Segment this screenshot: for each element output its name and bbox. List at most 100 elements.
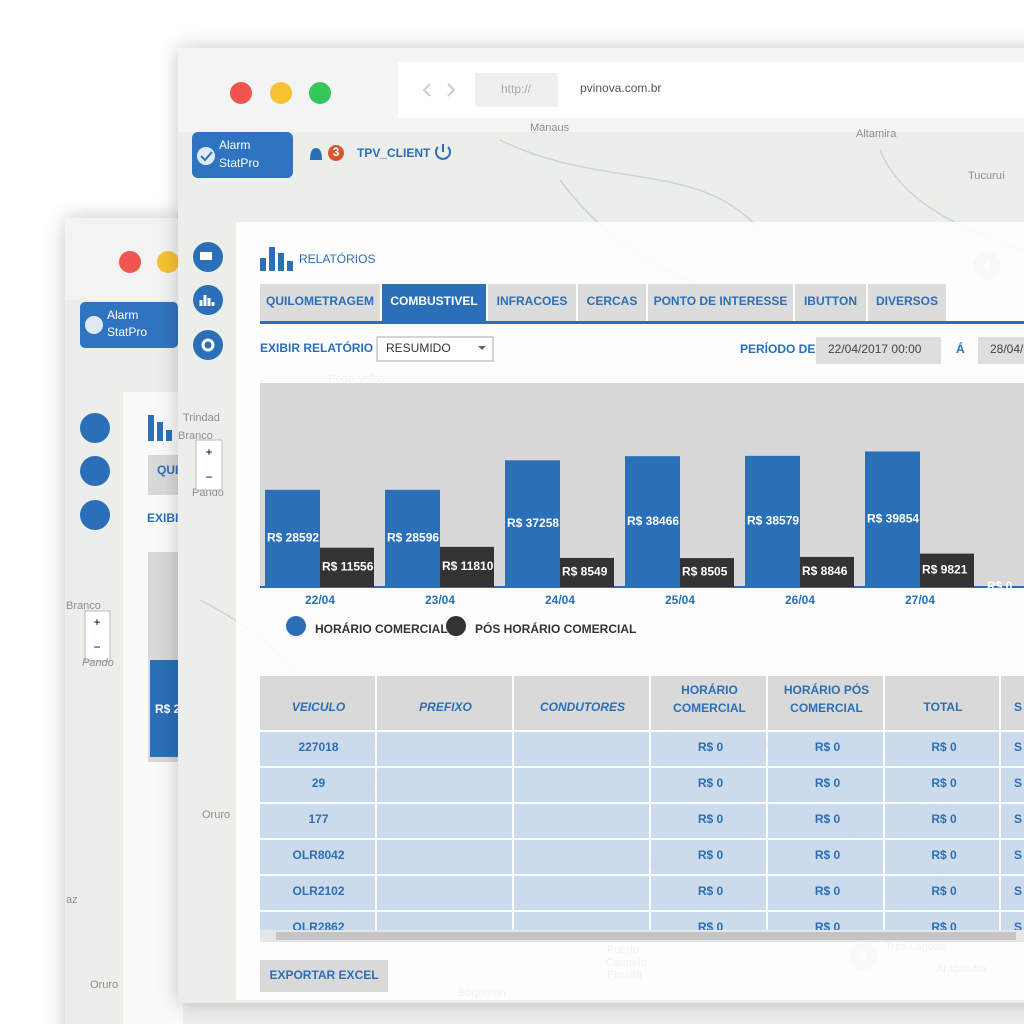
max-dot[interactable] — [309, 82, 331, 104]
header-cell — [1001, 676, 1024, 730]
table-cell — [1001, 768, 1024, 802]
table-cell — [260, 840, 375, 874]
value-label: R$ 0 — [987, 579, 1013, 593]
nav-icon[interactable] — [80, 456, 110, 486]
map-label: Oruro — [202, 809, 230, 821]
logo-text: StatPro — [219, 156, 259, 170]
table-cell — [885, 912, 999, 930]
zoom-in[interactable]: + — [205, 445, 212, 459]
user-name[interactable]: TPV_CLIENT — [357, 146, 431, 160]
cell-text: R$ 0 — [698, 776, 724, 790]
bell-icon[interactable] — [310, 148, 322, 160]
period-end-input[interactable] — [978, 337, 1024, 364]
tab[interactable] — [578, 284, 646, 321]
bar — [385, 489, 440, 587]
report-icon — [287, 261, 293, 271]
truck-icon — [200, 252, 212, 260]
zoom-out[interactable]: − — [93, 640, 100, 654]
bar — [680, 558, 734, 587]
chart-icon — [199, 295, 215, 306]
zoom-control[interactable] — [195, 439, 223, 491]
bar — [800, 556, 854, 587]
legend-swatch — [446, 616, 466, 636]
tab[interactable] — [382, 284, 486, 321]
table-cell — [768, 876, 883, 910]
legend-label: HORÁRIO COMERCIAL — [315, 621, 448, 636]
bar — [440, 546, 494, 587]
period-end: 28/04/ — [990, 342, 1024, 356]
nav-settings[interactable] — [193, 330, 223, 360]
x-tick-label: 22/04 — [305, 593, 335, 607]
legend-swatch — [286, 616, 306, 636]
table-cell — [1001, 876, 1024, 910]
min-dot[interactable] — [270, 82, 292, 104]
power-icon[interactable] — [435, 144, 451, 160]
table-cell — [260, 768, 375, 802]
badge — [328, 145, 344, 161]
scrollbar-thumb[interactable] — [276, 932, 1016, 940]
table-cell — [260, 804, 375, 838]
x-tick-label: 23/04 — [425, 593, 455, 607]
logo-icon — [197, 147, 215, 165]
map-label: Pando — [82, 657, 114, 669]
table-cell — [768, 840, 883, 874]
back-zoom[interactable] — [84, 610, 111, 662]
tab-label[interactable]: INFRACOES — [497, 294, 568, 308]
table-cell — [377, 912, 512, 930]
report-icon — [260, 258, 266, 271]
logo-text: Alarm — [107, 308, 138, 322]
tab[interactable] — [260, 284, 380, 321]
back-logo — [80, 302, 178, 348]
back-tab[interactable] — [148, 455, 180, 495]
header-cell — [260, 676, 375, 730]
table-cell — [377, 768, 512, 802]
map-label: Manaus — [530, 122, 570, 134]
close-dot[interactable] — [230, 82, 252, 104]
header-label: COMERCIAL — [790, 701, 863, 715]
select-arrow — [478, 346, 486, 350]
nav-icon[interactable] — [80, 413, 110, 443]
tab[interactable] — [795, 284, 866, 321]
cell-text: R$ 0 — [931, 776, 957, 790]
header-cell — [651, 676, 766, 730]
logo-text: Alarm — [219, 138, 250, 152]
export-button[interactable] — [260, 960, 388, 992]
back-bar — [150, 660, 178, 757]
tab-label[interactable]: DIVERSOS — [876, 294, 938, 308]
gear-icon — [201, 338, 215, 352]
tab-label[interactable]: PONTO DE INTERESSE — [654, 294, 788, 308]
map-label: Oruro — [90, 979, 118, 991]
report-icon — [157, 422, 163, 441]
tab[interactable] — [868, 284, 946, 321]
zoom-out[interactable]: − — [205, 470, 212, 484]
tab-label[interactable]: COMBUSTIVEL — [390, 294, 477, 308]
tab-label[interactable]: CERCAS — [587, 294, 638, 308]
nav-arrows[interactable] — [422, 83, 456, 97]
bar-label: R$ 2 — [155, 702, 181, 716]
nav-icon[interactable] — [80, 500, 110, 530]
table-cell — [885, 840, 999, 874]
bar — [560, 557, 614, 587]
tab[interactable] — [648, 284, 793, 321]
tab-label[interactable]: IBUTTON — [804, 294, 857, 308]
period-start-input[interactable] — [816, 337, 941, 364]
value-label: R$ 28596 — [387, 531, 439, 545]
header-cell — [377, 676, 512, 730]
zoom-in[interactable]: + — [93, 615, 100, 629]
close-dot[interactable] — [119, 251, 141, 273]
view-select[interactable] — [376, 336, 494, 362]
cell-text: S — [1014, 812, 1022, 826]
export-label[interactable]: EXPORTAR EXCEL — [269, 968, 378, 982]
table-cell — [377, 804, 512, 838]
tab-label[interactable]: QUILOMETRAGEM — [266, 294, 374, 308]
table-cell — [514, 732, 649, 766]
tab[interactable] — [488, 284, 576, 321]
view-value: RESUMIDO — [386, 341, 451, 355]
cell-text: R$ 0 — [815, 920, 841, 934]
min-dot[interactable] — [157, 251, 179, 273]
cell-text: OLR2862 — [292, 920, 344, 934]
header-label: HORÁRIO PÓS — [784, 682, 869, 697]
cell-text: R$ 0 — [815, 884, 841, 898]
bar — [865, 451, 920, 587]
value-label: R$ 37258 — [507, 516, 559, 530]
